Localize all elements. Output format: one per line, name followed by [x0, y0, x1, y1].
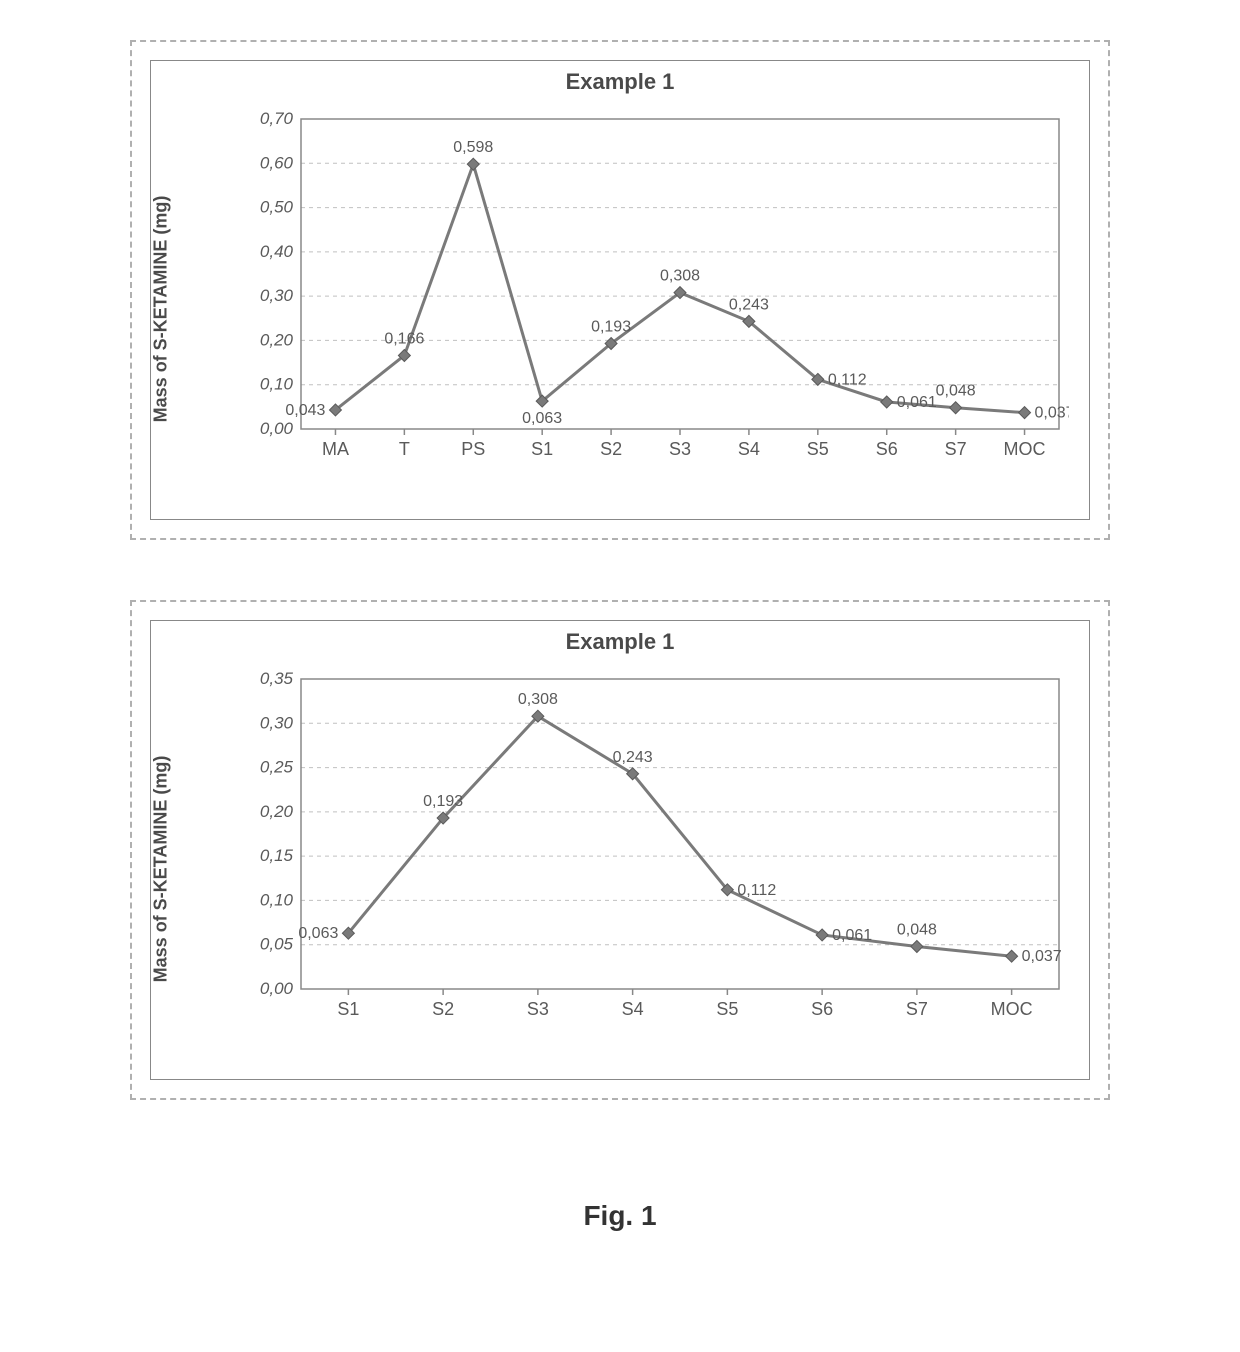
- chart-2-svg-area: 0,00 0,05 0,10 0,15 0,20 0,25 0,30 0,35 S1 S2 S3 S4…: [251, 669, 1069, 1029]
- svg-text:0,061: 0,061: [832, 927, 872, 944]
- svg-text:S7: S7: [906, 999, 928, 1019]
- svg-text:S3: S3: [527, 999, 549, 1019]
- svg-text:T: T: [399, 439, 410, 459]
- svg-text:0,243: 0,243: [729, 296, 769, 313]
- svg-text:PS: PS: [461, 439, 485, 459]
- chart-1-plot-inner: Mass of S-KETAMINE (mg) 0,00 0,10 0,20 0,30…: [151, 99, 1089, 519]
- svg-text:0,15: 0,15: [260, 846, 294, 865]
- svg-text:S2: S2: [600, 439, 622, 459]
- svg-text:0,308: 0,308: [660, 268, 700, 285]
- chart-1-ylabel: Mass of S-KETAMINE (mg): [151, 196, 172, 423]
- svg-text:S6: S6: [876, 439, 898, 459]
- svg-text:0,037: 0,037: [1035, 405, 1069, 422]
- chart-1-title: Example 1: [151, 61, 1089, 99]
- figure-caption: Fig. 1: [583, 1200, 656, 1232]
- svg-text:0,598: 0,598: [453, 139, 493, 156]
- chart-2-title: Example 1: [151, 621, 1089, 659]
- svg-text:0,10: 0,10: [260, 890, 294, 909]
- svg-text:MA: MA: [322, 439, 349, 459]
- svg-text:0,063: 0,063: [298, 925, 338, 942]
- svg-text:S5: S5: [716, 999, 738, 1019]
- chart-2-plot-inner: Mass of S-KETAMINE (mg) 0,00 0,05 0,10 0,15…: [151, 659, 1089, 1079]
- chart-1-svg-area: 0,00 0,10 0,20 0,30 0,40 0,50 0,60 0,70 MA T PS S1 S…: [251, 109, 1069, 469]
- svg-text:0,112: 0,112: [737, 882, 776, 899]
- chart-1-plot: Example 1 Mass of S-KETAMINE (mg) 0,000,…: [150, 60, 1090, 520]
- svg-text:0,112: 0,112: [828, 371, 867, 388]
- svg-text:0,05: 0,05: [260, 935, 294, 954]
- svg-text:MOC: MOC: [991, 999, 1033, 1019]
- svg-text:S2: S2: [432, 999, 454, 1019]
- svg-text:0,00: 0,00: [260, 979, 294, 998]
- svg-text:0,00: 0,00: [260, 419, 294, 438]
- svg-text:0,10: 0,10: [260, 375, 294, 394]
- chart-1-container: Example 1 Mass of S-KETAMINE (mg) 0,000,…: [130, 40, 1110, 540]
- chart-2-ylabel: Mass of S-KETAMINE (mg): [151, 756, 172, 983]
- svg-text:S1: S1: [337, 999, 359, 1019]
- svg-text:0,60: 0,60: [260, 153, 294, 172]
- svg-text:0,193: 0,193: [591, 319, 631, 336]
- svg-text:0,30: 0,30: [260, 713, 294, 732]
- svg-text:0,166: 0,166: [384, 330, 424, 347]
- svg-text:0,30: 0,30: [260, 286, 294, 305]
- svg-text:0,25: 0,25: [260, 758, 294, 777]
- svg-text:MOC: MOC: [1004, 439, 1046, 459]
- svg-text:0,048: 0,048: [897, 921, 937, 938]
- svg-text:S6: S6: [811, 999, 833, 1019]
- chart-2-svg: 0,00 0,05 0,10 0,15 0,20 0,25 0,30 0,35 S1 S2 S3 S4…: [251, 669, 1069, 1029]
- svg-text:S1: S1: [531, 439, 553, 459]
- svg-text:0,70: 0,70: [260, 109, 294, 128]
- svg-text:0,20: 0,20: [260, 330, 294, 349]
- svg-text:0,043: 0,043: [285, 402, 325, 419]
- svg-text:S7: S7: [945, 439, 967, 459]
- svg-text:0,063: 0,063: [522, 410, 562, 427]
- svg-text:0,061: 0,061: [897, 394, 937, 411]
- svg-text:S4: S4: [622, 999, 644, 1019]
- svg-text:0,40: 0,40: [260, 242, 294, 261]
- svg-text:0,50: 0,50: [260, 198, 294, 217]
- svg-text:0,037: 0,037: [1022, 948, 1062, 965]
- svg-text:0,20: 0,20: [260, 802, 294, 821]
- svg-text:S3: S3: [669, 439, 691, 459]
- svg-text:0,308: 0,308: [518, 691, 558, 708]
- chart-2-plot: Example 1 Mass of S-KETAMINE (mg) 0,000,…: [150, 620, 1090, 1080]
- svg-text:S4: S4: [738, 439, 760, 459]
- svg-text:0,048: 0,048: [936, 383, 976, 400]
- svg-text:0,193: 0,193: [423, 793, 463, 810]
- svg-text:0,243: 0,243: [613, 749, 653, 766]
- svg-text:S5: S5: [807, 439, 829, 459]
- chart-1-svg: 0,00 0,10 0,20 0,30 0,40 0,50 0,60 0,70 MA T PS S1 S…: [251, 109, 1069, 469]
- chart-2-container: Example 1 Mass of S-KETAMINE (mg) 0,000,…: [130, 600, 1110, 1100]
- svg-text:0,35: 0,35: [260, 669, 294, 688]
